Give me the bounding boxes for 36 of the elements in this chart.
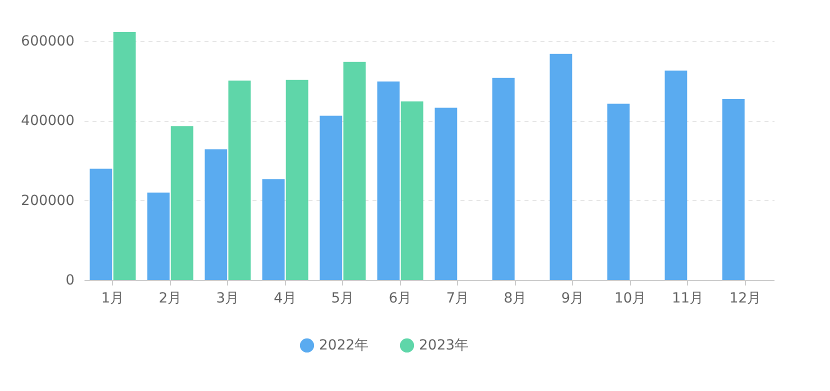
x-tick-label: 12月 xyxy=(729,290,762,306)
bar xyxy=(550,54,572,280)
bar xyxy=(400,101,424,280)
bar xyxy=(228,80,251,280)
bar xyxy=(377,81,400,280)
x-tick-label: 10月 xyxy=(614,290,646,306)
bar xyxy=(90,168,112,280)
legend-label: 2022年 xyxy=(319,337,369,354)
x-tick-label: 8月 xyxy=(504,290,527,306)
bar xyxy=(170,126,194,280)
bar xyxy=(664,70,688,280)
bar xyxy=(320,116,342,280)
bar xyxy=(113,32,136,280)
x-tick-label: 2月 xyxy=(158,290,182,306)
y-tick-label: 600000 xyxy=(21,33,74,50)
bar xyxy=(262,179,285,280)
x-tick-label: 11月 xyxy=(672,290,704,306)
x-tick-label: 4月 xyxy=(274,290,297,306)
x-tick-label: 9月 xyxy=(561,290,584,306)
x-tick-label: 1月 xyxy=(101,290,124,306)
bar xyxy=(607,104,630,280)
bar xyxy=(343,62,366,280)
x-tick-label: 6月 xyxy=(388,290,412,306)
x-tick-label: 3月 xyxy=(216,290,240,306)
x-tick-label: 5月 xyxy=(331,290,354,306)
y-tick-label: 400000 xyxy=(21,113,74,130)
legend-label: 2023年 xyxy=(419,337,469,354)
bar xyxy=(492,78,515,280)
y-tick-label: 0 xyxy=(66,272,74,288)
x-tick-label: 7月 xyxy=(446,290,470,306)
bar xyxy=(147,192,170,280)
y-tick-label: 200000 xyxy=(21,192,74,209)
bar xyxy=(434,108,458,280)
bar xyxy=(204,149,228,280)
bar xyxy=(286,80,308,280)
bar xyxy=(722,98,745,280)
